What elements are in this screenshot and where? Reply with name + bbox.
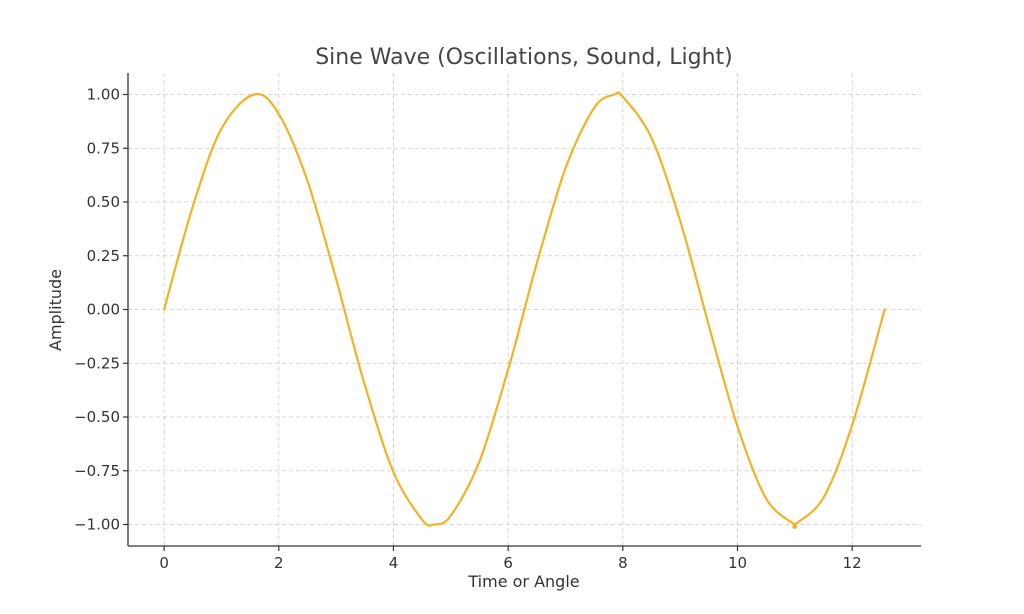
y-tick-label: 0.75: [87, 139, 120, 157]
x-tick-label: 6: [503, 554, 513, 572]
x-tick-label: 8: [618, 554, 628, 572]
y-tick-label: 0.50: [87, 193, 120, 211]
y-tick-label: −1.00: [74, 516, 120, 534]
x-tick-label: 0: [159, 554, 169, 572]
x-tick-label: 10: [728, 554, 747, 572]
y-tick-label: 0.25: [87, 247, 120, 265]
x-tick-label: 2: [274, 554, 284, 572]
y-tick-label: −0.25: [74, 354, 120, 372]
y-axis-label: Amplitude: [46, 269, 65, 351]
y-tick-label: 0.00: [87, 301, 120, 319]
y-tick-label: −0.50: [74, 408, 120, 426]
y-tick-label: 1.00: [87, 86, 120, 104]
x-tick-label: 4: [389, 554, 399, 572]
x-tick-label: 12: [843, 554, 862, 572]
x-axis-label: Time or Angle: [467, 572, 579, 591]
ticks: 0 2 4 6 8 10 12 −1.00 −0.75 −0.50 −0.25 0.00 0.25 0.5…: [74, 86, 862, 573]
series-layer: [163, 91, 886, 529]
sine-series-line: [163, 91, 886, 529]
chart-title: Sine Wave (Oscillations, Sound, Light): [315, 45, 733, 70]
grid: [128, 73, 921, 546]
y-tick-label: −0.75: [74, 462, 120, 480]
